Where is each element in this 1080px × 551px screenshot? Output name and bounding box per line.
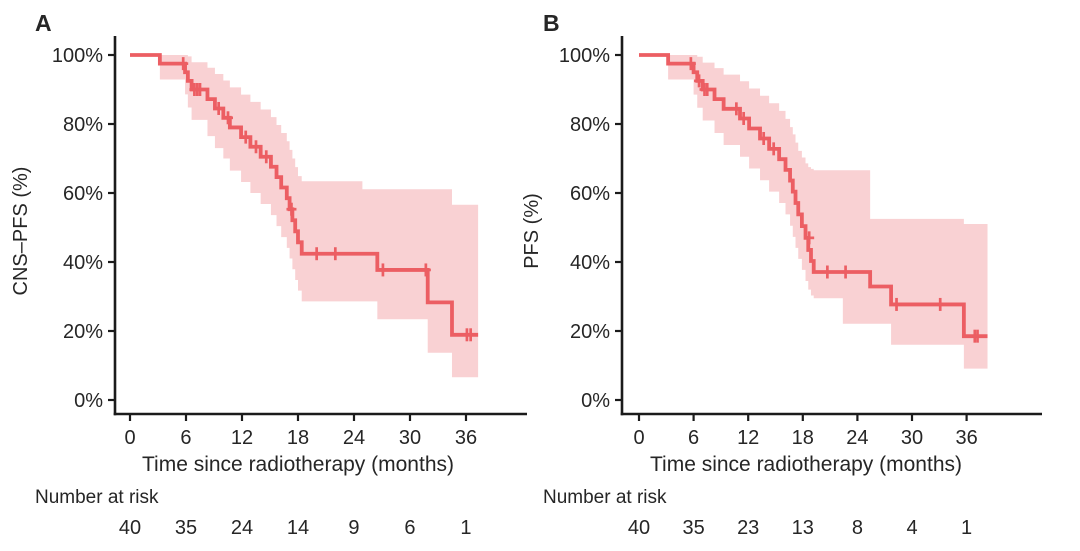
risk-count: 8 <box>852 517 863 539</box>
x-tick-label: 30 <box>901 427 923 449</box>
panel-a-x-axis-title: Time since radiotherapy (months) <box>142 453 454 476</box>
x-tick-label: 6 <box>688 427 699 449</box>
panel-b-number-at-risk-label: Number at risk <box>543 487 667 508</box>
y-tick-label: 60% <box>570 183 610 205</box>
y-tick-label: 20% <box>63 321 103 343</box>
panel-a-y-axis-title: CNS–PFS (%) <box>10 167 32 296</box>
y-tick-label: 20% <box>570 321 610 343</box>
panel-a-number-at-risk-label: Number at risk <box>35 487 159 508</box>
y-tick-label: 80% <box>570 114 610 136</box>
x-tick-label: 18 <box>792 427 814 449</box>
risk-count: 9 <box>348 517 359 539</box>
panel-a-graphics: 100% 80% 60% 40% 20% 0% 0 40 6 35 12 24 18 14 24 9 30 6 36… <box>52 36 527 539</box>
panel-b-x-axis-title: Time since radiotherapy (months) <box>650 453 962 476</box>
y-tick-label: 100% <box>559 45 610 67</box>
risk-count: 13 <box>792 517 814 539</box>
risk-count: 40 <box>119 517 141 539</box>
y-tick-label: 40% <box>63 252 103 274</box>
x-tick-label: 12 <box>737 427 759 449</box>
y-tick-label: 0% <box>74 390 103 412</box>
y-tick-label: 100% <box>52 45 103 67</box>
y-tick-label: 80% <box>63 114 103 136</box>
panel-a-letter: A <box>35 10 52 36</box>
y-tick-label: 0% <box>581 390 610 412</box>
risk-count: 4 <box>906 517 917 539</box>
confidence-band <box>159 55 479 378</box>
survival-curve <box>130 53 479 337</box>
panel-b-y-axis-title: PFS (%) <box>521 193 543 269</box>
x-tick-label: 36 <box>955 427 977 449</box>
x-tick-label: 12 <box>231 427 253 449</box>
x-tick-label: 18 <box>287 427 309 449</box>
risk-count: 1 <box>460 517 471 539</box>
panel-b-graphics: 100% 80% 60% 40% 20% 0% 0 40 6 35 12 23 18 13 24 8 30 4 36… <box>559 36 1042 539</box>
risk-count: 40 <box>628 517 650 539</box>
panel-b-letter: B <box>543 10 560 36</box>
risk-count: 6 <box>404 517 415 539</box>
x-tick-label: 30 <box>399 427 421 449</box>
y-tick-label: 40% <box>570 252 610 274</box>
confidence-band <box>668 55 988 369</box>
risk-count: 35 <box>175 517 197 539</box>
x-tick-label: 0 <box>633 427 644 449</box>
risk-count: 14 <box>287 517 309 539</box>
risk-count: 1 <box>961 517 972 539</box>
risk-count: 24 <box>231 517 253 539</box>
x-tick-label: 24 <box>343 427 365 449</box>
x-tick-label: 0 <box>124 427 135 449</box>
x-tick-label: 6 <box>180 427 191 449</box>
risk-count: 23 <box>737 517 759 539</box>
x-tick-label: 24 <box>846 427 868 449</box>
risk-count: 35 <box>682 517 704 539</box>
y-tick-label: 60% <box>63 183 103 205</box>
x-tick-label: 36 <box>455 427 477 449</box>
